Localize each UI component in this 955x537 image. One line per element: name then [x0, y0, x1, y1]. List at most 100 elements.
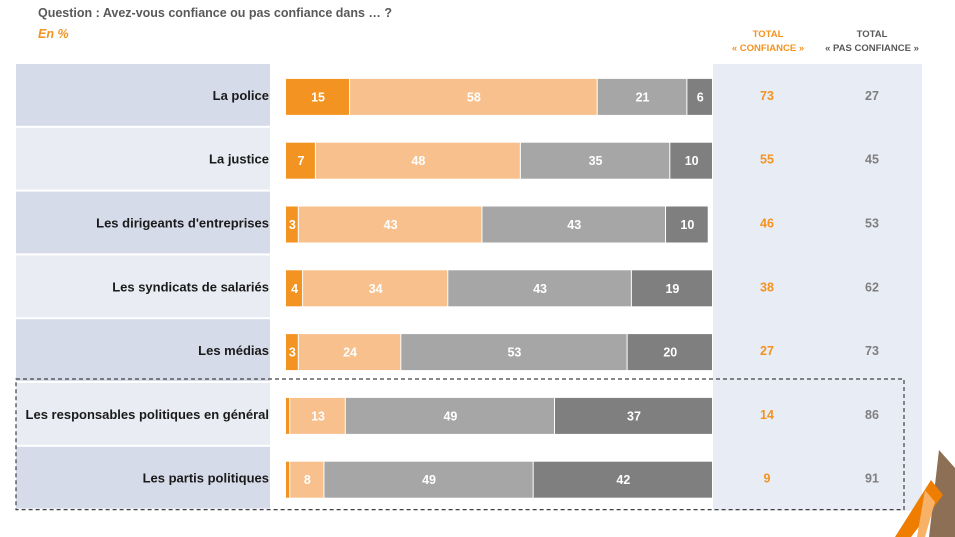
brand-logo — [895, 450, 955, 537]
bar-segment — [298, 206, 482, 243]
bar-segment — [597, 78, 687, 115]
unit-label: En % — [38, 27, 69, 41]
total-pas-confiance-header-line1: TOTAL — [856, 29, 888, 40]
bar-segment — [324, 461, 533, 498]
bar-segment — [533, 461, 712, 498]
row-label-background — [16, 64, 270, 126]
chart-row: La police 15 58 21 6 73 27 — [16, 64, 879, 126]
bar-value-label: 8 — [304, 473, 311, 487]
bar-segment — [520, 142, 670, 179]
bar-segment — [687, 78, 712, 115]
total-confiance-value: 14 — [760, 408, 774, 422]
bar-value-label: 43 — [567, 218, 581, 232]
logo-light-shape — [917, 490, 935, 537]
bar-value-label: 53 — [507, 346, 521, 360]
category-label: Les responsables politiques en général — [26, 407, 269, 422]
bar-value-label: 43 — [533, 282, 547, 296]
bar-value-label: 21 — [636, 90, 650, 104]
row-label-background — [16, 446, 270, 509]
bar-segment — [666, 206, 708, 243]
total-pas-confiance-value: 91 — [865, 472, 879, 486]
total-confiance-header-line2: « CONFIANCE » — [731, 43, 805, 54]
category-label: La police — [213, 88, 269, 103]
totals-column-background — [713, 64, 922, 511]
bar-segment — [286, 206, 298, 243]
bar-value-label: 6 — [697, 90, 704, 104]
bar-value-label: 19 — [665, 282, 679, 296]
category-label: Les syndicats de salariés — [112, 279, 269, 294]
bar-value-label: 7 — [297, 154, 304, 168]
total-pas-confiance-value: 45 — [865, 153, 879, 167]
row-label-background — [16, 383, 270, 445]
bar-segment — [303, 270, 448, 307]
total-pas-confiance-header-line2: « PAS CONFIANCE » — [825, 43, 919, 54]
bar-value-label: 15 — [311, 90, 325, 104]
total-confiance-header-line1: TOTAL — [752, 29, 784, 40]
total-confiance-value: 27 — [760, 344, 774, 358]
chart-row: Les partis politiques 8 49 42 9 91 — [16, 446, 879, 509]
bar-segment — [482, 206, 666, 243]
bar-value-label: 3 — [289, 218, 296, 232]
highlight-box — [15, 378, 905, 511]
bar-value-label: 34 — [369, 282, 383, 296]
bar-value-label: 13 — [311, 409, 325, 423]
bar-value-label: 35 — [589, 154, 603, 168]
bar-value-label: 4 — [291, 282, 298, 296]
row-label-background — [16, 191, 270, 254]
bar-value-label: 24 — [343, 346, 357, 360]
bar-segment — [286, 270, 303, 307]
bar-value-label: 3 — [289, 346, 296, 360]
total-confiance-value: 9 — [764, 472, 771, 486]
bar-segment — [290, 461, 324, 498]
bar-value-label: 49 — [443, 409, 457, 423]
logo-brown-shape — [929, 450, 955, 537]
bar-value-label: 48 — [411, 154, 425, 168]
row-label-background — [16, 127, 270, 190]
category-label: Les partis politiques — [143, 471, 269, 486]
chart-row: Les responsables politiques en général 13… — [16, 383, 879, 445]
total-pas-confiance-value: 62 — [865, 280, 879, 294]
total-pas-confiance-value: 53 — [865, 217, 879, 231]
chart-row: Les dirigeants d'entreprises 3 43 43 10 46 53 — [16, 191, 879, 254]
bar-value-label: 10 — [680, 218, 694, 232]
bar-segment — [286, 78, 350, 115]
bar-segment — [631, 270, 712, 307]
logo-orange-shape — [895, 480, 943, 537]
bar-value-label: 37 — [627, 409, 641, 423]
bar-value-label: 43 — [384, 218, 398, 232]
bar-segment — [286, 142, 315, 179]
total-confiance-value: 73 — [760, 89, 774, 103]
chart-row: Les médias 3 24 53 20 27 73 — [16, 319, 879, 381]
total-pas-confiance-value: 27 — [865, 89, 879, 103]
total-confiance-value: 46 — [760, 217, 774, 231]
bar-value-label: 58 — [467, 90, 481, 104]
bar-value-label: 20 — [663, 346, 677, 360]
category-label: Les médias — [198, 343, 269, 358]
bar-segment — [286, 334, 298, 371]
total-pas-confiance-value: 86 — [865, 408, 879, 422]
bar-segment — [555, 397, 712, 434]
bar-segment — [350, 78, 597, 115]
bar-segment — [286, 397, 290, 434]
chart-row: La justice 7 48 35 10 55 45 — [16, 127, 879, 190]
bar-segment — [401, 334, 627, 371]
bar-segment — [315, 142, 520, 179]
bar-segment — [298, 334, 401, 371]
bar-segment — [448, 270, 631, 307]
question-text: Question : Avez-vous confiance ou pas co… — [38, 6, 392, 20]
total-pas-confiance-value: 73 — [865, 344, 879, 358]
bar-value-label: 42 — [616, 473, 630, 487]
bar-segment — [290, 397, 345, 434]
bar-segment — [286, 461, 290, 498]
total-confiance-value: 38 — [760, 280, 774, 294]
category-label: La justice — [209, 152, 269, 167]
row-label-background — [16, 319, 270, 381]
total-confiance-value: 55 — [760, 153, 774, 167]
row-label-background — [16, 255, 270, 318]
bar-segment — [670, 142, 712, 179]
category-label: Les dirigeants d'entreprises — [96, 216, 269, 231]
bar-value-label: 49 — [422, 473, 436, 487]
chart-row: Les syndicats de salariés 4 34 43 19 38 62 — [16, 255, 879, 318]
bar-segment — [627, 334, 712, 371]
